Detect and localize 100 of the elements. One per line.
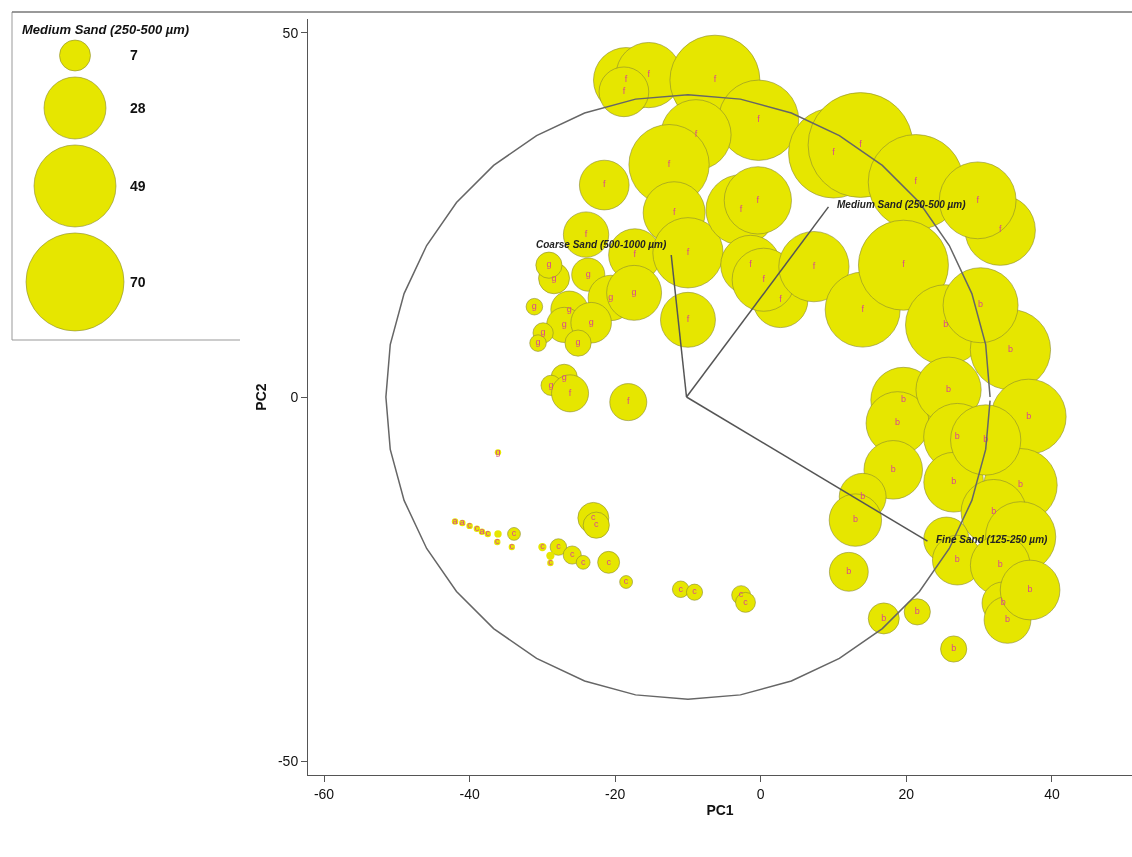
data-label: b (860, 491, 866, 502)
data-label: g (495, 446, 501, 457)
x-tick-label: 40 (1044, 785, 1060, 802)
data-label: c (485, 528, 491, 539)
legend-label: 28 (130, 100, 146, 116)
data-label: c (467, 520, 473, 531)
data-label: g (561, 371, 567, 382)
data-label: c (594, 519, 599, 530)
data-label: b (914, 606, 920, 617)
data-label: b (1018, 479, 1024, 490)
data-label: b (1005, 614, 1011, 625)
data-label: c (580, 556, 586, 567)
data-label: f (627, 396, 631, 407)
data-label: f (686, 314, 690, 325)
data-label: g (566, 303, 572, 314)
data-label: c (474, 523, 480, 534)
data-label: g (588, 316, 594, 327)
data-label: g (608, 292, 614, 303)
data-label: f (749, 259, 753, 270)
data-label: g (531, 300, 537, 311)
data-label: g (551, 272, 557, 283)
data-label: f (694, 129, 698, 140)
legend-label: 70 (130, 274, 146, 290)
data-label: c (509, 541, 515, 552)
data-label: f (622, 86, 626, 97)
data-label: c (606, 556, 612, 567)
data-label: b (951, 643, 957, 654)
y-tick-label: -50 (277, 753, 299, 770)
data-label: a (459, 517, 465, 528)
data-label: b (954, 431, 960, 442)
data-label: c (511, 528, 517, 539)
data-label: f (568, 387, 572, 398)
data-label: c (738, 589, 744, 600)
data-label: b (846, 566, 852, 577)
data-label: b (881, 612, 887, 623)
data-label: b (951, 476, 957, 487)
data-label: f (779, 294, 783, 305)
data-label: c (678, 583, 684, 594)
legend-title: Medium Sand (250-500 µm) (22, 22, 190, 37)
x-tick-label: -20 (605, 785, 626, 802)
data-label: f (686, 247, 690, 258)
data-label: g (546, 259, 552, 270)
data-label: b (978, 299, 984, 310)
data-label: f (812, 260, 816, 271)
legend-label: 7 (130, 47, 138, 63)
data-label: g (561, 319, 567, 330)
data-label: f (672, 206, 676, 217)
data-label: f (832, 147, 836, 158)
data-label: b (997, 559, 1003, 570)
data-label: b (852, 514, 858, 525)
x-tick-label: 0 (756, 785, 765, 802)
data-label: g (540, 327, 546, 338)
data-label: f (739, 204, 743, 215)
data-label: b (943, 319, 949, 330)
data-label: c (591, 512, 597, 523)
data-label: b (900, 394, 906, 405)
data-label: f (624, 74, 628, 85)
data-label: c (556, 541, 562, 552)
data-label: f (584, 228, 588, 239)
data-label: f (914, 176, 918, 187)
data-label: f (667, 158, 671, 169)
data-label: b (895, 417, 901, 428)
x-tick-label: -40 (459, 785, 480, 802)
data-label: g (575, 337, 581, 348)
x-tick-label: -60 (313, 785, 335, 802)
data-label: f (998, 224, 1002, 235)
data-label: f (861, 303, 865, 314)
data-label: c (623, 576, 629, 587)
data-label: f (756, 194, 760, 205)
data-label: b (1007, 343, 1013, 354)
data-label: b (1027, 584, 1033, 595)
x-tick-label: 20 (898, 785, 915, 802)
data-label: f (762, 273, 766, 284)
data-label: b (954, 554, 960, 565)
data-label: f (902, 259, 906, 270)
y-axis-title: PC2 (252, 383, 269, 411)
data-label: c (548, 557, 554, 568)
x-axis-title: PC1 (706, 802, 734, 819)
y-tick-label: 0 (290, 388, 299, 405)
data-label: b (1000, 597, 1006, 608)
data-label: f (757, 114, 761, 125)
data-label: g (585, 268, 591, 279)
y-tick-label: 50 (282, 24, 299, 41)
data-label: f (976, 194, 980, 205)
data-label: c (495, 536, 501, 547)
data-label: f (713, 74, 717, 85)
data-label: f (603, 179, 606, 190)
data-label: c (569, 549, 575, 560)
data-label: b (890, 464, 896, 475)
data-label: f (859, 139, 863, 150)
legend-label: 49 (130, 178, 146, 194)
data-label: f (633, 249, 637, 260)
data-label: b (991, 506, 997, 517)
data-label: a (479, 525, 485, 536)
data-label: f (647, 69, 651, 80)
data-label: g (548, 379, 554, 390)
data-label: b (1026, 410, 1032, 421)
data-label: g (535, 337, 541, 348)
data-label: a (452, 515, 458, 526)
data-label: c (743, 596, 749, 607)
